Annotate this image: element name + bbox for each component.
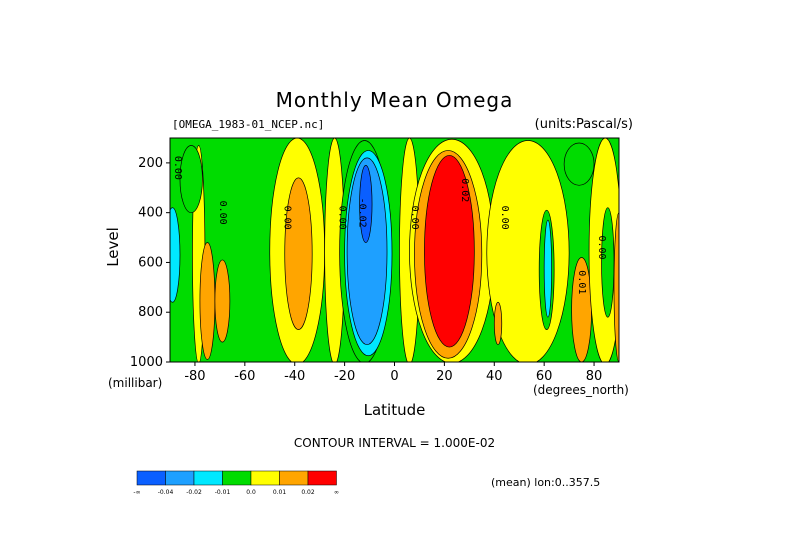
- colorbar-label: -∞: [133, 489, 140, 496]
- contour-label: 0.01: [576, 270, 587, 294]
- colorbar-label: 0.02: [301, 489, 315, 496]
- light-blue-band: [346, 157, 388, 345]
- colorbar-swatch: [279, 470, 309, 486]
- x-tick-label: 60: [536, 369, 553, 384]
- contour-fill-layer: [170, 138, 619, 362]
- colorbar-swatch: [136, 470, 166, 486]
- contour-interval-label: CONTOUR INTERVAL = 1.000E-02: [293, 436, 496, 450]
- green-band: [179, 145, 203, 214]
- x-tick-label: 80: [586, 369, 603, 384]
- colorbar-label: 0.0: [246, 489, 256, 496]
- colorbar-swatch: [222, 470, 252, 486]
- red-core: [424, 155, 475, 348]
- x-tick-label: -40: [284, 369, 305, 384]
- x-tick-label: -80: [184, 369, 205, 384]
- orange-patch: [493, 301, 503, 345]
- x-tick-label: -20: [334, 369, 355, 384]
- orange-patch: [199, 242, 216, 360]
- orange-patch: [214, 259, 231, 343]
- y-tick-label: 400: [138, 206, 163, 221]
- y-axis-title: Level: [103, 227, 122, 267]
- green-patch: [563, 142, 595, 186]
- contour-label: 0.00: [409, 206, 420, 230]
- units-label: (units:Pascal/s): [534, 117, 633, 132]
- y-tick-label: 200: [138, 156, 163, 171]
- dataset-file-label: [OMEGA_1983-01_NCEP.nc]: [172, 118, 325, 131]
- colorbar-label: -0.04: [158, 489, 174, 496]
- colorbar-label: -0.02: [186, 489, 202, 496]
- contour-label: 0.02: [459, 178, 470, 202]
- colorbar-swatch: [165, 470, 195, 486]
- x-tick-label: 20: [436, 369, 453, 384]
- colorbar-label: 0.01: [273, 489, 287, 496]
- contour-label: 0.00: [217, 201, 228, 225]
- colorbar-swatch: [250, 470, 280, 486]
- x-axis-title: Latitude: [363, 401, 426, 419]
- x-tick-label: -60: [234, 369, 255, 384]
- y-tick-label: 800: [138, 305, 163, 320]
- mean-longitude-label: (mean) lon:0..357.5: [491, 476, 601, 489]
- contour-label: -0.02: [357, 198, 368, 228]
- orange-patch: [284, 177, 313, 330]
- chart-title: Monthly Mean Omega: [275, 88, 514, 112]
- colorbar-label: -0.01: [215, 489, 231, 496]
- x-tick-label: 0: [390, 369, 398, 384]
- x-tick-label: 40: [486, 369, 503, 384]
- y-tick-label: 600: [138, 255, 163, 270]
- colorbar-label: ∞: [334, 489, 339, 496]
- y-tick-label: 1000: [130, 355, 163, 370]
- x-axis-unit: (degrees_north): [533, 383, 629, 397]
- contour-label: 0.00: [337, 206, 348, 230]
- contour-label: 0.00: [499, 206, 510, 230]
- y-axis-unit: (millibar): [108, 376, 163, 390]
- green-patch: [601, 207, 615, 318]
- contour-label: 0.00: [596, 235, 607, 259]
- colorbar-swatch: [193, 470, 223, 486]
- contour-label: 0.00: [282, 206, 293, 230]
- blue-core: [359, 165, 373, 243]
- colorbar-swatch: [307, 470, 337, 486]
- cyan-patch: [170, 207, 181, 303]
- contour-label: 0.00: [172, 156, 183, 180]
- cyan-patch: [543, 219, 553, 318]
